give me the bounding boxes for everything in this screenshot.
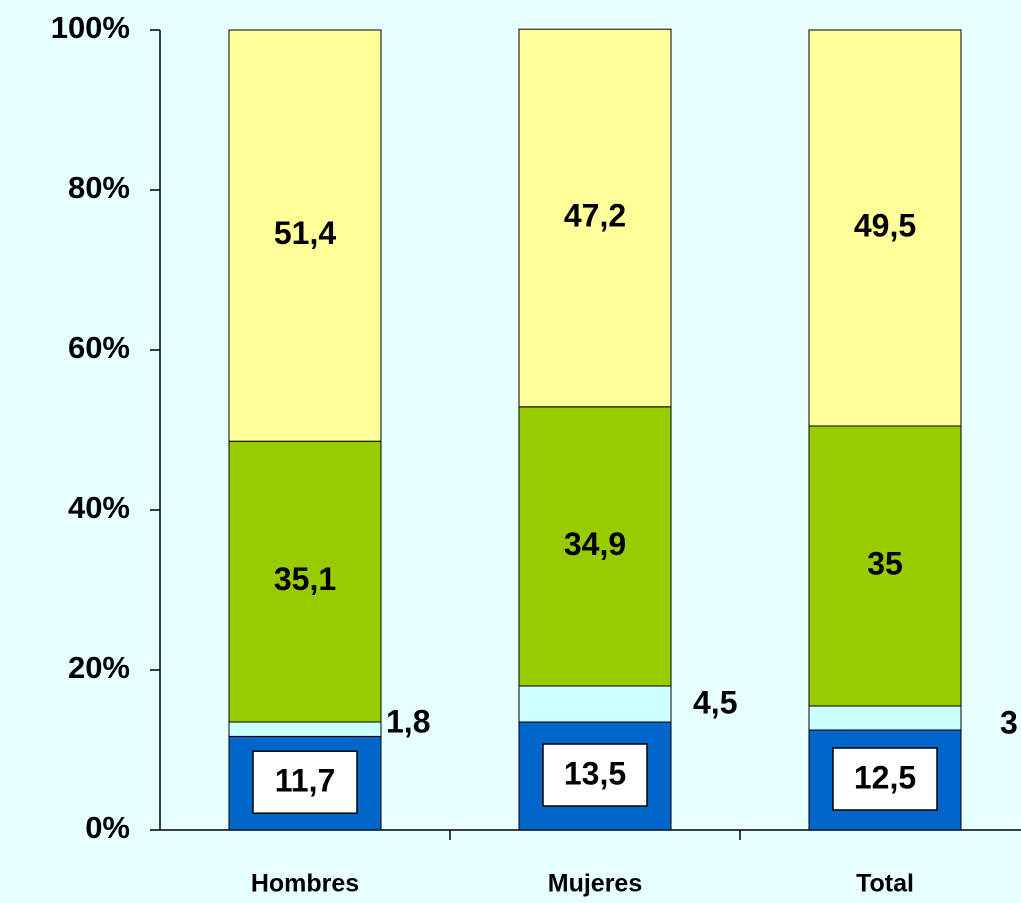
y-tick-label: 80% [68, 170, 130, 205]
bar-segment [518, 28, 672, 408]
label-box [832, 747, 938, 811]
value-label: 12,5 [854, 759, 916, 795]
value-label: 47,2 [564, 197, 626, 233]
bar-segment [228, 721, 382, 737]
value-label: 4,5 [693, 684, 737, 720]
label-box [542, 743, 648, 807]
bar-segment [228, 440, 382, 723]
value-label: 35,1 [274, 561, 336, 597]
bar-segment [518, 685, 672, 723]
value-label: 3 [1000, 704, 1018, 740]
value-label: 11,7 [275, 763, 336, 799]
bar-segment [808, 425, 962, 707]
y-tick-label: 60% [68, 330, 130, 365]
x-tick-label: Mujeres [548, 870, 642, 898]
y-tick-label: 20% [68, 650, 130, 685]
value-label: 51,4 [274, 215, 336, 251]
value-label: 49,5 [854, 207, 916, 243]
x-tick-label: Total [856, 870, 914, 898]
y-tick-label: 0% [85, 810, 130, 845]
bar-segment [808, 29, 962, 427]
y-tick-label: 100% [51, 10, 130, 45]
x-tick-label: Hombres [251, 870, 359, 898]
bar-segment [228, 29, 382, 442]
value-label: 1,8 [386, 704, 430, 740]
bar-segment [808, 705, 962, 731]
value-label: 35 [867, 545, 903, 581]
y-tick-label: 40% [68, 490, 130, 525]
label-box [252, 750, 358, 814]
value-label: 34,9 [564, 526, 626, 562]
bar-segment [518, 406, 672, 687]
value-label: 13,5 [564, 755, 626, 791]
